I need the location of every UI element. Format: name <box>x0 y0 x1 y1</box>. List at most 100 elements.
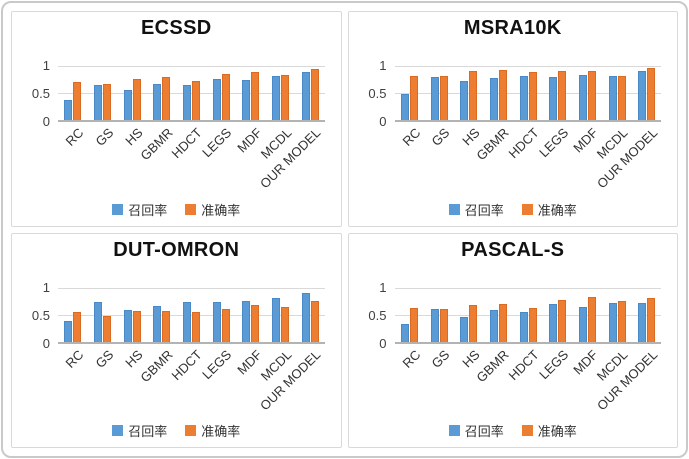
bar-recall-hs <box>123 90 132 120</box>
bar-recall-our-model <box>301 71 310 120</box>
y-tick-label: 0.5 <box>368 307 387 323</box>
bar-recall-mdf <box>578 307 587 342</box>
bar-precision-gs <box>439 309 448 342</box>
y-tick-label: 1 <box>42 58 50 73</box>
bar-recall-our-model <box>638 70 647 120</box>
gridline-0.5 <box>394 314 661 316</box>
bar-precision-rc <box>73 82 82 120</box>
bar-recall-gs <box>94 301 102 342</box>
bar-precision-gbmr <box>498 70 507 120</box>
bar-precision-mdf <box>587 297 596 342</box>
x-axis-label: HS <box>122 125 146 149</box>
bar-recall-legs <box>212 79 221 120</box>
bar-precision-mdf <box>251 304 260 342</box>
y-tick-label: 1 <box>379 58 387 73</box>
x-axis-label: GBMR <box>473 125 512 164</box>
legend-label: 准确率 <box>201 424 241 439</box>
bar-precision-hs <box>469 304 478 342</box>
y-tick-label: 0 <box>42 114 50 129</box>
legend-item-precision: 准确率 <box>521 421 577 440</box>
bar-precision-mdf <box>587 71 596 120</box>
legend-swatch-icon <box>112 425 124 436</box>
x-axis-label: MDF <box>570 346 601 378</box>
chart-panel-msra10k: MSRA10K 1 0.5 0 RC GS HS GBMR HDCT LEGS MDF MCDL O… <box>347 11 678 227</box>
legend-label: 召回率 <box>464 424 504 439</box>
legend-item-precision: 准确率 <box>185 200 240 219</box>
bar-recall-rc <box>64 320 73 342</box>
gridline-0.5 <box>58 314 325 316</box>
y-tick-label: 0.5 <box>31 307 50 323</box>
legend-swatch-icon <box>185 425 197 436</box>
bar-recall-mcdl <box>608 302 617 342</box>
x-axis-label: GS <box>92 346 117 371</box>
gridline-1 <box>58 66 325 67</box>
bar-recall-hs <box>123 309 132 342</box>
legend-swatch-icon <box>448 203 460 215</box>
y-tick-label: 0 <box>379 335 387 351</box>
legend: 召回率 准确率 <box>12 200 341 219</box>
x-axis-label: LEGS <box>536 346 572 382</box>
legend-label: 准确率 <box>537 202 577 218</box>
legend-item-precision: 准确率 <box>521 200 577 219</box>
bar-recall-hdct <box>183 85 191 120</box>
legend-label: 召回率 <box>128 424 168 439</box>
x-axis-label: RC <box>62 346 87 371</box>
legend: 召回率 准确率 <box>12 421 341 440</box>
bar-precision-gbmr <box>162 310 171 342</box>
bar-recall-our-model <box>301 292 310 342</box>
x-axis-label: OUR MODEL <box>257 125 324 192</box>
x-axis-label: LEGS <box>536 125 572 161</box>
bar-recall-hdct <box>519 311 528 342</box>
bar-precision-legs <box>221 309 230 342</box>
bar-precision-mcdl <box>281 307 289 342</box>
chart-panel-pascal-s: PASCAL-S 1 0.5 0 RC GS HS GBMR HDCT LEGS MDF MCDL… <box>347 232 678 448</box>
bar-precision-legs <box>558 299 567 342</box>
bar-recall-hdct <box>519 76 528 120</box>
bar-precision-gs <box>103 315 111 342</box>
gridline-1 <box>394 287 661 289</box>
x-axis-label: MDF <box>233 346 265 378</box>
x-axis-labels: RC GS HS GBMR HDCT LEGS MDF MCDL OUR MODEL <box>395 125 662 197</box>
legend-label: 准确率 <box>201 202 241 218</box>
x-axis-label: HS <box>458 346 483 370</box>
bar-recall-mdf <box>242 301 251 342</box>
x-axis-label: HS <box>458 125 483 149</box>
bar-precision-rc <box>73 312 82 342</box>
y-tick-label: 0.5 <box>31 86 50 101</box>
bar-precision-hdct <box>528 72 537 120</box>
legend-item-precision: 准确率 <box>185 421 240 440</box>
bar-recall-legs <box>549 303 558 342</box>
x-axis-label: LEGS <box>199 125 235 161</box>
bar-precision-hdct <box>192 311 200 342</box>
legend-swatch-icon <box>521 425 533 436</box>
x-axis-label: HDCT <box>168 125 206 162</box>
legend: 召回率 准确率 <box>349 200 678 219</box>
gridline-0.5 <box>58 93 325 94</box>
chart-title: MSRA10K <box>463 17 562 39</box>
bar-precision-hs <box>132 78 141 120</box>
y-tick-label: 1 <box>42 279 50 295</box>
x-axis-label: MDF <box>233 125 265 156</box>
bar-recall-mdf <box>242 79 251 120</box>
bar-recall-gbmr <box>153 84 162 120</box>
x-axis-label: GBMR <box>137 346 176 385</box>
y-tick-label: 1 <box>379 279 387 295</box>
x-axis-label: MCDL <box>257 125 295 162</box>
bar-precision-rc <box>409 308 418 342</box>
x-axis-label: MCDL <box>593 346 631 384</box>
bar-recall-hs <box>460 80 469 120</box>
x-axis-label: OUR MODEL <box>257 346 324 413</box>
bar-precision-rc <box>409 76 418 120</box>
bar-precision-gs <box>439 75 448 120</box>
bar-precision-hs <box>132 310 141 342</box>
chart-title: DUT-OMRON <box>113 238 240 261</box>
bar-recall-gbmr <box>153 305 162 342</box>
legend-label: 召回率 <box>128 202 168 218</box>
x-axis-label: GS <box>92 125 117 149</box>
bar-precision-mcdl <box>617 300 626 342</box>
bar-recall-gs <box>94 84 102 120</box>
x-axis-label: GS <box>428 125 453 149</box>
bar-precision-mcdl <box>281 74 289 120</box>
bar-precision-gs <box>103 84 111 120</box>
bar-recall-mcdl <box>272 297 280 342</box>
